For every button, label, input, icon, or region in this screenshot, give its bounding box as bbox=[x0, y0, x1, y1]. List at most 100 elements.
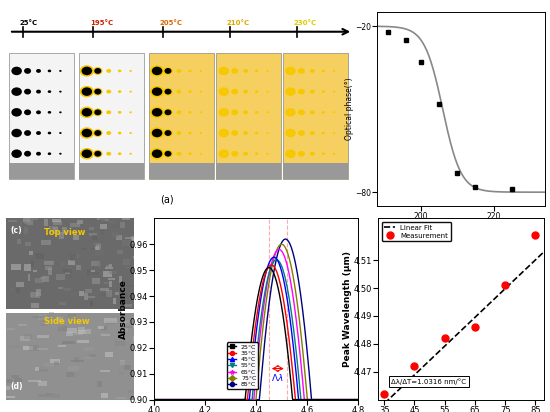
Ellipse shape bbox=[310, 90, 315, 94]
Ellipse shape bbox=[231, 130, 238, 136]
Text: Side view: Side view bbox=[44, 316, 90, 325]
Bar bbox=[58, 326, 67, 330]
Bar bbox=[41, 319, 46, 323]
Bar bbox=[35, 293, 39, 297]
Bar bbox=[100, 332, 105, 335]
Measurement bbox=[502, 283, 509, 288]
Ellipse shape bbox=[93, 88, 102, 96]
Ellipse shape bbox=[12, 67, 22, 75]
Bar bbox=[14, 378, 22, 382]
Y-axis label: Peak Wavelength (μm): Peak Wavelength (μm) bbox=[343, 251, 352, 367]
X-axis label: Temperature(°C): Temperature(°C) bbox=[429, 222, 493, 232]
Ellipse shape bbox=[188, 152, 191, 155]
Measurement bbox=[442, 336, 448, 341]
Bar bbox=[65, 272, 70, 274]
Bar bbox=[13, 288, 20, 293]
Ellipse shape bbox=[150, 86, 164, 97]
Bar bbox=[25, 242, 31, 246]
Ellipse shape bbox=[266, 70, 269, 72]
Ellipse shape bbox=[81, 129, 92, 137]
Ellipse shape bbox=[266, 132, 269, 134]
Ellipse shape bbox=[94, 151, 101, 157]
Bar bbox=[106, 219, 109, 221]
Bar bbox=[101, 230, 104, 235]
Bar bbox=[6, 218, 134, 309]
Bar bbox=[87, 296, 95, 298]
Bar bbox=[35, 368, 39, 371]
Ellipse shape bbox=[48, 111, 51, 114]
Ellipse shape bbox=[94, 89, 101, 94]
Ellipse shape bbox=[333, 91, 336, 93]
Ellipse shape bbox=[81, 67, 92, 75]
Bar bbox=[39, 367, 47, 372]
Bar bbox=[24, 334, 32, 339]
Ellipse shape bbox=[94, 110, 101, 115]
Ellipse shape bbox=[93, 129, 102, 137]
Bar bbox=[76, 340, 89, 343]
Ellipse shape bbox=[243, 90, 248, 94]
Bar bbox=[117, 250, 123, 254]
Ellipse shape bbox=[298, 151, 305, 157]
Bar bbox=[31, 293, 40, 298]
Bar bbox=[44, 261, 54, 265]
Ellipse shape bbox=[59, 70, 62, 72]
Bar bbox=[57, 317, 63, 322]
Bar bbox=[120, 360, 125, 365]
Ellipse shape bbox=[163, 67, 173, 75]
Bar bbox=[216, 162, 281, 179]
Ellipse shape bbox=[266, 91, 269, 93]
Ellipse shape bbox=[322, 152, 325, 155]
Ellipse shape bbox=[255, 70, 258, 72]
Ellipse shape bbox=[188, 132, 191, 134]
Ellipse shape bbox=[94, 130, 101, 136]
Bar bbox=[104, 318, 117, 323]
Ellipse shape bbox=[164, 89, 172, 94]
Bar bbox=[6, 313, 134, 400]
Bar bbox=[91, 272, 99, 275]
Bar bbox=[113, 298, 116, 304]
Ellipse shape bbox=[24, 68, 31, 74]
Ellipse shape bbox=[164, 110, 172, 115]
Bar bbox=[63, 269, 72, 274]
Ellipse shape bbox=[59, 153, 62, 154]
Bar bbox=[91, 270, 95, 272]
Ellipse shape bbox=[150, 127, 164, 139]
Bar bbox=[79, 53, 144, 179]
Bar bbox=[90, 353, 96, 356]
Bar bbox=[53, 227, 58, 234]
Ellipse shape bbox=[129, 132, 132, 134]
Ellipse shape bbox=[322, 111, 325, 114]
Bar bbox=[36, 369, 48, 372]
Bar bbox=[62, 227, 67, 234]
Bar bbox=[79, 291, 84, 296]
Bar bbox=[42, 316, 49, 322]
Ellipse shape bbox=[218, 108, 229, 117]
Bar bbox=[74, 356, 79, 362]
Ellipse shape bbox=[177, 152, 182, 156]
Ellipse shape bbox=[163, 108, 173, 116]
Ellipse shape bbox=[48, 132, 51, 134]
Legend: 25°C, 35°C, 45°C, 55°C, 65°C, 75°C, 85°C: 25°C, 35°C, 45°C, 55°C, 65°C, 75°C, 85°C bbox=[227, 342, 258, 389]
Bar bbox=[74, 373, 79, 378]
Bar bbox=[17, 239, 21, 243]
Bar bbox=[116, 397, 126, 399]
Bar bbox=[125, 293, 129, 298]
Bar bbox=[62, 341, 75, 344]
Ellipse shape bbox=[59, 91, 62, 93]
Ellipse shape bbox=[188, 70, 191, 72]
Bar bbox=[29, 215, 38, 220]
Bar bbox=[94, 243, 101, 245]
Bar bbox=[116, 235, 122, 240]
Bar bbox=[30, 292, 34, 297]
Bar bbox=[11, 375, 19, 378]
Bar bbox=[73, 235, 79, 240]
Bar bbox=[103, 271, 112, 277]
Ellipse shape bbox=[310, 110, 315, 114]
Bar bbox=[27, 281, 30, 283]
Ellipse shape bbox=[163, 88, 173, 96]
Bar bbox=[70, 254, 75, 261]
Ellipse shape bbox=[80, 86, 94, 97]
Ellipse shape bbox=[118, 111, 122, 114]
Bar bbox=[120, 222, 125, 228]
Bar bbox=[85, 289, 92, 293]
